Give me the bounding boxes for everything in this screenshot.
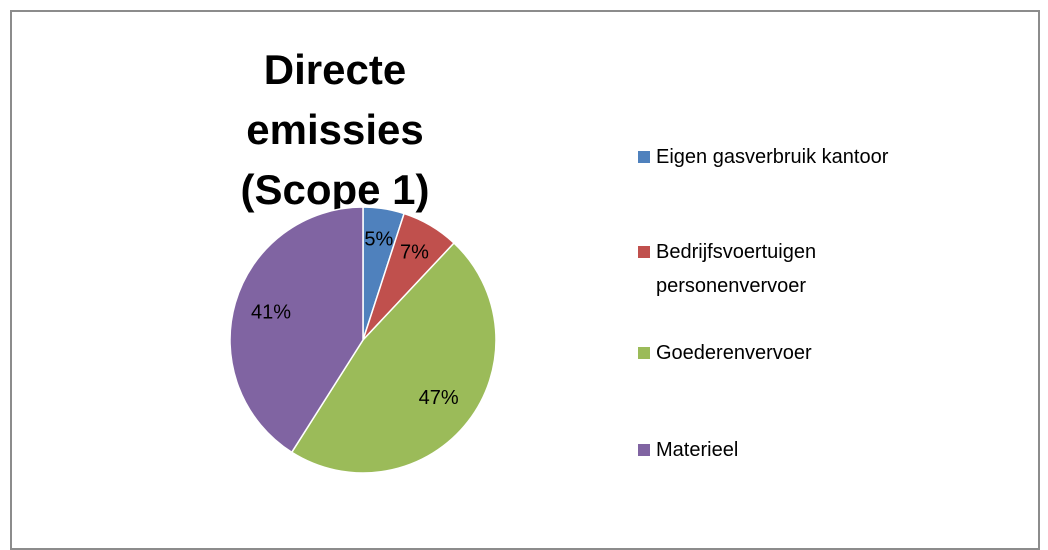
legend-label: Materieel: [656, 439, 739, 461]
legend-label: Eigen gasverbruik kantoor: [656, 146, 889, 168]
legend-label: Goederenvervoer: [656, 342, 812, 364]
chart-title: Directe emissies (Scope 1): [240, 46, 430, 213]
pie-slice: [229, 206, 364, 454]
legend-swatch: [638, 444, 650, 456]
legend-label: Bedrijfsvoertuigen personenvervoer: [656, 241, 817, 297]
data-label: 47%: [419, 387, 459, 409]
pie-slice: [290, 241, 497, 474]
legend-swatch: [638, 246, 650, 258]
data-label: 41%: [251, 302, 291, 324]
data-label: 5%: [364, 228, 393, 250]
legend-swatch: [638, 151, 650, 163]
legend-swatch: [638, 347, 650, 359]
data-label: 7%: [400, 241, 429, 263]
